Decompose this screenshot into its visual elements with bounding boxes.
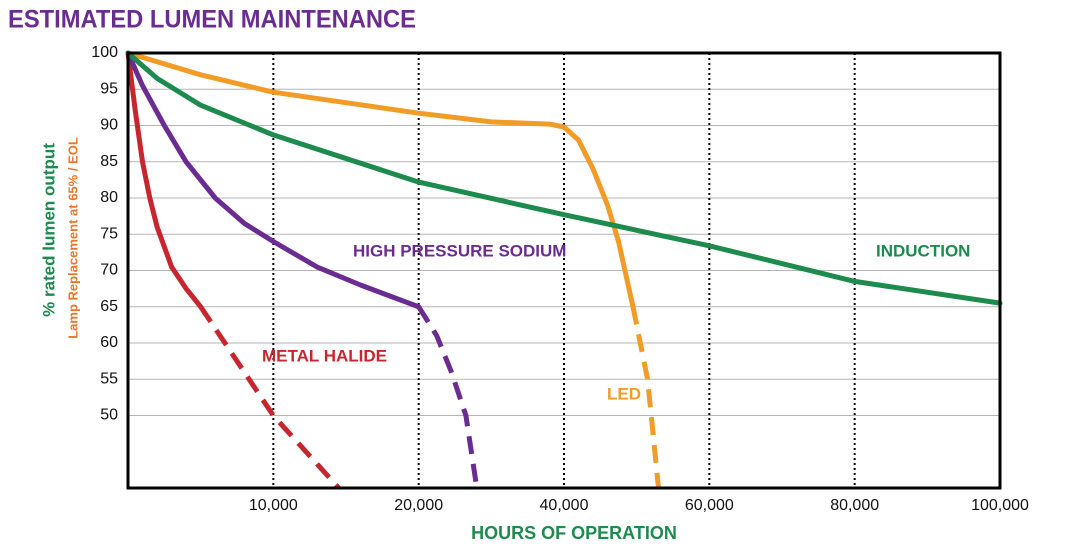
y-axis-label: % rated lumen output xyxy=(39,143,58,317)
series-line-eol xyxy=(630,306,661,489)
plot xyxy=(125,50,1003,490)
x-axis-label: HOURS OF OPERATION xyxy=(471,523,677,543)
y-axis-sublabel: Lamp Replacement at 65% / EOL xyxy=(65,137,80,339)
y-tick-label: 75 xyxy=(100,225,118,242)
series-line-eol xyxy=(198,305,341,490)
series-line xyxy=(125,50,1003,306)
y-tick-label: 60 xyxy=(100,334,118,351)
x-tick-label: 100,000 xyxy=(971,497,1029,514)
y-tick-label: 100 xyxy=(91,44,118,61)
y-tick-label: 50 xyxy=(100,407,118,424)
series-label: LED xyxy=(607,384,641,403)
y-tick-label: 70 xyxy=(100,262,118,279)
y-tick-label: 55 xyxy=(100,370,118,387)
chart-title: ESTIMATED LUMEN MAINTENANCE xyxy=(8,6,416,34)
y-tick-label: 65 xyxy=(100,298,118,315)
series-line xyxy=(125,50,204,310)
series-label: HIGH PRESSURE SODIUM xyxy=(353,241,566,260)
series-line xyxy=(125,50,422,310)
x-tick-label: 20,000 xyxy=(394,497,443,514)
y-tick-label: 90 xyxy=(100,117,118,134)
grid xyxy=(128,52,1001,488)
y-tick-label: 85 xyxy=(100,153,118,170)
series-label: METAL HALIDE xyxy=(262,346,387,365)
x-tick-label: 60,000 xyxy=(685,497,734,514)
series-line xyxy=(125,50,636,310)
y-tick-label: 80 xyxy=(100,189,118,206)
series-line-eol xyxy=(416,305,480,489)
y-tick-label: 95 xyxy=(100,80,118,97)
series-label: INDUCTION xyxy=(876,241,970,260)
x-tick-label: 10,000 xyxy=(249,497,298,514)
x-tick-label: 40,000 xyxy=(540,497,589,514)
plot-frame xyxy=(126,51,1002,490)
x-tick-label: 80,000 xyxy=(830,497,879,514)
